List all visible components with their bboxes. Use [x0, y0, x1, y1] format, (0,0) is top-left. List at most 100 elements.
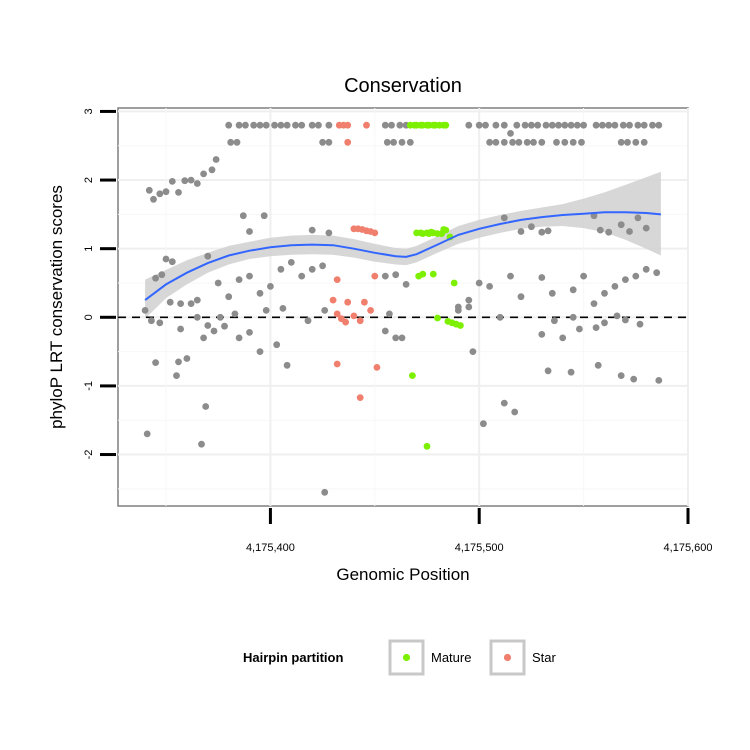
point-star [373, 364, 381, 371]
point-other [592, 121, 600, 129]
legend: Hairpin partition Mature Star [243, 639, 557, 676]
point-other [573, 121, 581, 129]
point-other [166, 298, 174, 306]
point-other [580, 272, 587, 280]
point-other [187, 176, 195, 184]
point-other [538, 331, 546, 338]
point-other [156, 319, 164, 327]
point-other [298, 272, 306, 280]
point-other [388, 121, 395, 129]
point-other [396, 121, 404, 129]
point-other [544, 367, 552, 375]
point-other [538, 138, 546, 146]
point-other [212, 156, 220, 163]
x-tick-label: 4,175,400 [246, 542, 295, 554]
point-other [202, 403, 210, 410]
x-axis-title: Genomic Position [336, 565, 469, 584]
point-other [553, 138, 560, 146]
chart-title: Conservation [344, 75, 462, 97]
point-other [632, 272, 640, 280]
point-other [386, 310, 393, 318]
point-other [590, 300, 598, 307]
point-other [277, 121, 285, 129]
point-other [486, 138, 493, 146]
point-mature [442, 226, 450, 234]
point-other [175, 189, 182, 196]
point-other [145, 186, 153, 194]
point-other [548, 289, 556, 297]
point-other [515, 138, 523, 146]
point-other [507, 130, 514, 137]
point-other [509, 138, 516, 146]
point-other [308, 121, 316, 129]
point-mature [442, 121, 450, 129]
point-other [521, 121, 529, 129]
point-other [287, 259, 295, 266]
point-star [371, 272, 379, 280]
point-other [402, 281, 410, 288]
point-other [381, 272, 389, 280]
y-tick-label: -1 [83, 381, 95, 391]
point-other [398, 138, 406, 146]
point-other [256, 289, 264, 297]
point-other [321, 488, 329, 496]
point-star [371, 229, 379, 237]
point-other [605, 121, 613, 129]
point-other [162, 188, 170, 196]
point-other [292, 121, 299, 129]
y-tick-label: -2 [83, 450, 95, 460]
point-other [141, 307, 149, 314]
point-other [617, 372, 625, 379]
point-other [496, 313, 504, 321]
point-other [262, 121, 270, 129]
point-other [640, 138, 648, 146]
point-other [193, 180, 201, 187]
point-other [168, 178, 176, 185]
point-other [632, 138, 640, 146]
point-other [225, 121, 233, 129]
point-other [492, 138, 500, 146]
point-other [250, 121, 258, 129]
point-other [158, 271, 166, 279]
point-other [246, 329, 253, 336]
point-other [655, 121, 663, 129]
point-other [561, 121, 569, 129]
point-star [367, 307, 374, 314]
point-other [398, 334, 406, 342]
point-other [308, 265, 316, 273]
point-star [333, 360, 341, 368]
point-other [315, 121, 322, 129]
point-star [350, 312, 358, 320]
point-other [528, 121, 535, 129]
point-other [246, 272, 253, 280]
point-other [325, 229, 333, 237]
point-other [567, 368, 575, 376]
point-other [221, 322, 228, 330]
point-other [381, 121, 389, 129]
point-other [225, 293, 233, 301]
point-star [329, 296, 337, 304]
point-other [636, 320, 644, 328]
point-other [271, 121, 278, 129]
point-other [156, 190, 164, 198]
point-star [333, 276, 341, 283]
point-other [555, 121, 562, 129]
point-other [325, 138, 333, 146]
point-other [406, 138, 414, 146]
point-other [162, 255, 170, 263]
point-other [613, 312, 621, 320]
point-other [655, 377, 663, 384]
points-layer [141, 121, 663, 496]
point-other [465, 296, 473, 304]
point-other [319, 262, 326, 270]
smooth-line-layer [144, 211, 661, 301]
point-other [267, 283, 274, 290]
point-other [475, 121, 483, 129]
point-other [576, 325, 583, 333]
x-tick-label: 4,175,500 [455, 542, 504, 554]
point-other [298, 121, 306, 129]
point-other [611, 283, 619, 290]
point-other [152, 274, 160, 282]
point-other [653, 269, 661, 277]
point-other [624, 138, 631, 146]
